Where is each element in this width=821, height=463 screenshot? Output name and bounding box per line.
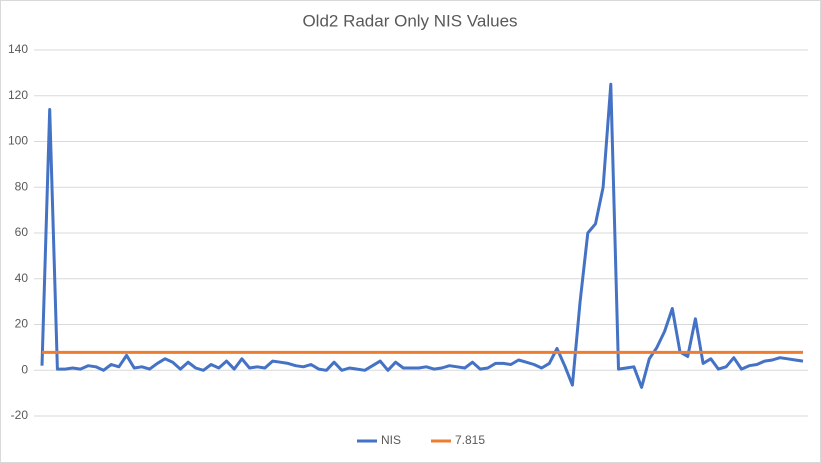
y-tick-label: 100	[8, 134, 28, 148]
y-tick-label: 0	[21, 362, 28, 376]
y-tick-label: 80	[15, 179, 29, 193]
y-tick-label: 60	[15, 225, 29, 239]
y-tick-label: 140	[8, 42, 28, 56]
chart-title: Old2 Radar Only NIS Values	[302, 11, 517, 30]
y-tick-label: 120	[8, 88, 28, 102]
legend-label: 7.815	[455, 433, 485, 447]
y-tick-label: 20	[15, 317, 29, 331]
series-line	[40, 82, 804, 389]
legend-label: NIS	[381, 433, 401, 447]
y-tick-label: 40	[15, 271, 29, 285]
y-tick-label: -20	[11, 408, 29, 422]
